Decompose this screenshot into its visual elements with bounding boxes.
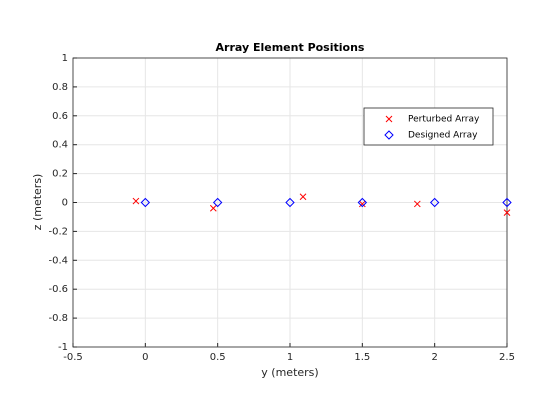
legend-label: Designed Array — [408, 131, 478, 141]
point — [358, 200, 366, 208]
y-tick-label: 0.2 — [52, 169, 68, 180]
x-tick-label: 1.5 — [354, 352, 370, 363]
y-tick-label: -0.8 — [48, 313, 68, 324]
y-tick-label: -1 — [58, 342, 68, 353]
x-tick-label: 0 — [142, 352, 148, 363]
legend-marker — [384, 130, 394, 140]
y-tick-label: -0.4 — [48, 255, 68, 266]
y-tick-label: 0.8 — [52, 82, 68, 93]
x-tick-label: 0.5 — [210, 352, 226, 363]
chart-title: Array Element Positions — [216, 41, 365, 54]
y-tick-label: 0 — [62, 198, 68, 209]
y-tick-label: 1 — [62, 53, 68, 64]
point — [132, 197, 140, 205]
y-tick-label: -0.6 — [48, 284, 68, 295]
x-axis-label: y (meters) — [261, 366, 318, 379]
legend-marker — [385, 115, 393, 123]
point — [285, 197, 295, 208]
y-axis-label: z (meters) — [31, 174, 44, 231]
point — [140, 197, 151, 208]
x-tick-label: -0.5 — [63, 352, 83, 363]
y-tick-label: 0.6 — [52, 111, 68, 122]
point — [503, 209, 511, 216]
plot-frame — [72, 57, 508, 348]
legend-box — [363, 107, 494, 146]
point — [413, 200, 421, 208]
x-tick-label: 1 — [287, 352, 293, 363]
y-tick-label: 0.4 — [52, 140, 68, 151]
y-tick-label: -0.2 — [48, 226, 68, 237]
point — [212, 197, 223, 208]
point — [357, 197, 368, 208]
x-tick-label: 2.5 — [499, 352, 515, 363]
point — [209, 204, 217, 212]
point — [429, 197, 440, 208]
x-tick-label: 2 — [431, 352, 437, 363]
legend-label: Perturbed Array — [408, 115, 480, 125]
point — [299, 193, 307, 201]
point — [502, 197, 512, 208]
